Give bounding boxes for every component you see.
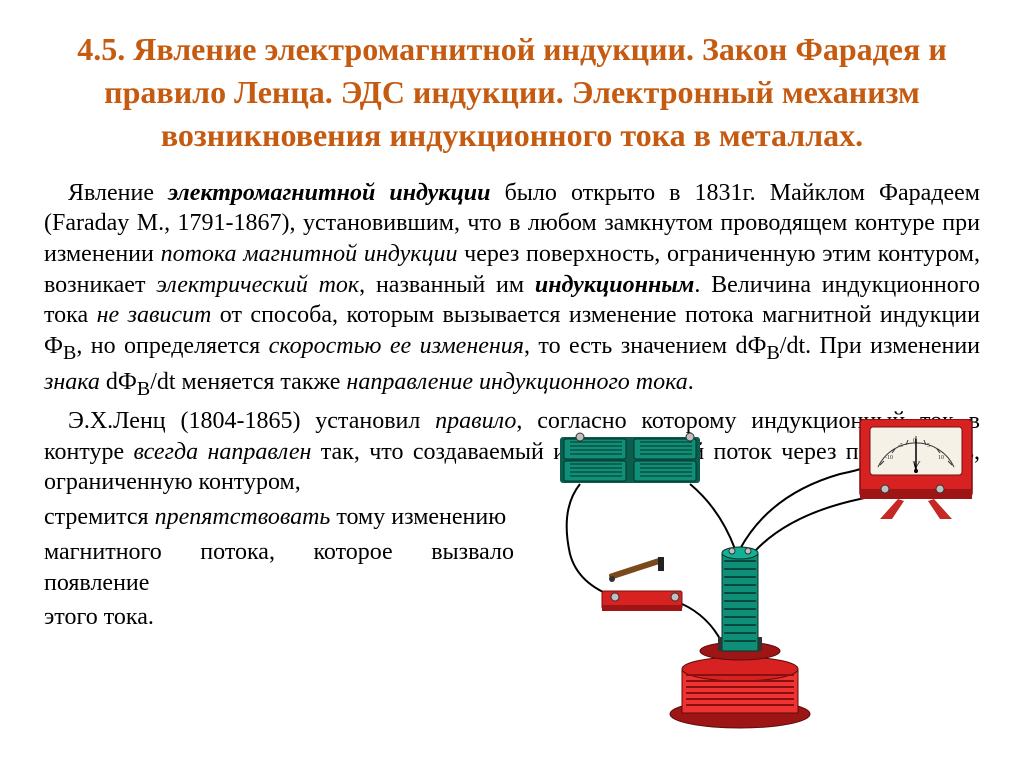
apparatus-figure: -10 -5 0 5 10 V [540,419,980,729]
text-emph: препятствовать [155,504,331,530]
text-run: /dt. При изменении [780,333,980,359]
paragraph-1: Явление электромагнитной индукции было о… [44,178,980,402]
svg-text:5: 5 [927,443,930,449]
text-run: Э.Х.Ленц (1804-1865) установил [68,408,435,434]
text-emph: всегда направлен [133,439,311,465]
paragraph-3: стремится препятствовать тому изменению [44,502,514,533]
svg-text:-5: -5 [898,443,903,449]
battery-icon [560,433,700,483]
apparatus-svg: -10 -5 0 5 10 V [540,419,980,729]
switch-icon [602,557,682,611]
subscript: B [137,377,150,399]
text-run: , названный им [359,272,535,298]
text-run: стремится [44,504,155,530]
text-emph: потока магнитной индукции [161,241,458,267]
text-emph: скоростью ее изменения [269,333,524,359]
text-emph: электромагнитной индукции [168,180,490,206]
paragraph-5: этого тока. [44,602,514,633]
coil-assembly-icon [670,547,810,728]
subscript: B [63,342,76,364]
text-emph: не зависит [97,302,212,328]
text-run: dФ [100,369,137,395]
slide-title: 4.5. Явление электромагнитной индукции. … [44,28,980,158]
text-emph: знака [44,369,100,395]
text-emph: правило [435,408,516,434]
text-run: тому изменению [330,504,506,530]
short-lines-block: стремится препятствовать тому изменению … [44,502,514,633]
paragraph-4: магнитного потока, которое вызвало появл… [44,537,514,598]
subscript: B [766,342,779,364]
text-run: /dt меняется также [150,369,346,395]
svg-text:-10: -10 [885,455,893,461]
text-emph: электрический ток [156,272,359,298]
text-emph: направление индукционного тока [346,369,687,395]
svg-text:10: 10 [938,455,944,461]
text-run: , то есть значением dФ [524,333,766,359]
voltmeter-icon: -10 -5 0 5 10 V [860,419,972,519]
text-run: Явление [68,180,168,206]
text-run: , но определяется [76,333,268,359]
text-run: . [688,369,694,395]
text-emph: индукционным [535,272,695,298]
